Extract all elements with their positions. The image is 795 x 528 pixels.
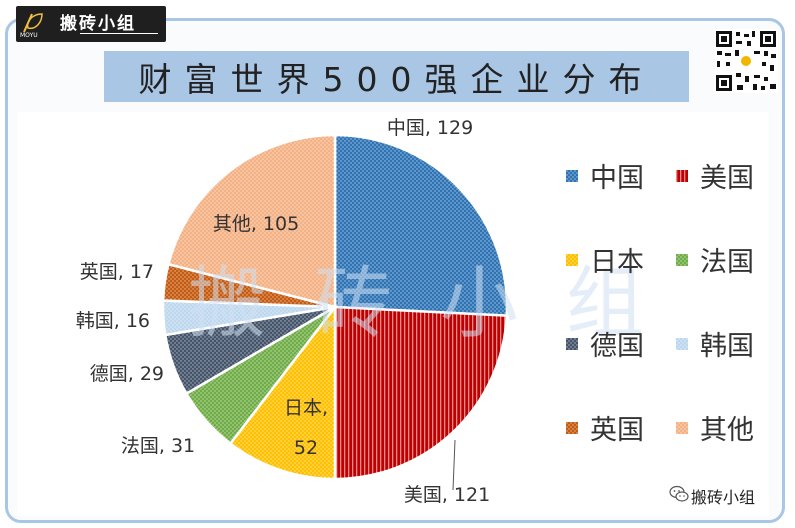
legend-swatch-7	[676, 422, 688, 434]
legend-label-4: 德国	[590, 331, 644, 362]
legend-swatch-1	[676, 170, 688, 182]
data-label-4: 德国, 29	[90, 363, 164, 385]
data-label-2: 日本,	[284, 397, 328, 419]
legend-swatch-0	[566, 170, 578, 182]
legend-label-0: 中国	[590, 163, 644, 194]
legend-label-2: 日本	[590, 247, 644, 278]
legend-label-6: 英国	[590, 415, 644, 446]
wechat-icon	[669, 485, 689, 502]
wechat-account-name: 搬砖小组	[691, 488, 756, 507]
data-label-6: 英国, 17	[80, 261, 154, 283]
legend-label-7: 其他	[700, 415, 754, 446]
watermark-text: 搬砖小组	[188, 259, 692, 349]
pie-slice-2	[228, 303, 337, 481]
data-label-7: 其他, 105	[213, 213, 299, 235]
pie-slice-1	[333, 305, 509, 481]
legend-swatch-6	[566, 422, 578, 434]
logo-sub: MOYU	[20, 32, 38, 39]
chart-title: 财富世界500强企业分布	[138, 59, 655, 99]
brand-logo: 搬砖小组 MOYU	[16, 6, 166, 42]
logo-underline	[80, 33, 158, 34]
title-banner: 财富世界500强企业分布	[104, 51, 689, 102]
legend-label-1: 美国	[700, 163, 754, 194]
leaf-logo-icon	[23, 13, 43, 33]
data-label-0: 中国, 129	[387, 117, 473, 139]
pie-slice-0	[333, 133, 509, 317]
leader-line	[452, 439, 456, 491]
pie-slice-7	[166, 133, 337, 309]
legend-swatch-5	[676, 338, 688, 350]
legend-swatch-4	[566, 338, 578, 350]
wechat-account-mark: 搬砖小组	[667, 482, 787, 507]
data-label-2-value: 52	[294, 437, 318, 459]
qr-code-icon	[714, 29, 778, 93]
logo-text: 搬砖小组	[60, 14, 136, 34]
legend-swatch-2	[566, 254, 578, 266]
legend-swatch-3	[676, 254, 688, 266]
data-label-1: 美国, 121	[404, 484, 490, 506]
data-label-5: 韩国, 16	[76, 310, 150, 332]
data-label-3: 法国, 31	[121, 435, 195, 457]
legend-label-3: 法国	[700, 247, 754, 278]
legend-label-5: 韩国	[700, 331, 754, 362]
